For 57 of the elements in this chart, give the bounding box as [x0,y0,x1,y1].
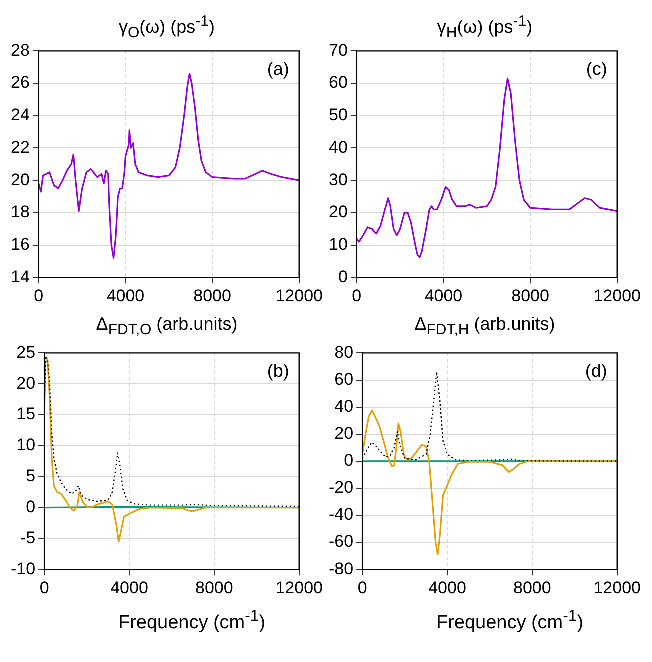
y-tick-label: 20 [334,424,354,444]
x-axis-title: Frequency (cm$^{-1}$) [435,608,585,634]
x-tick-label: 12000 [276,286,324,306]
chart-title: Δ$_{FDT,H}$ (arb.units) [414,313,556,340]
y-tick-label: 5 [26,466,36,486]
y-tick-label: 30 [328,170,348,190]
x-tick-label: 12000 [594,578,642,598]
x-tick-label: 8000 [196,578,234,598]
x-tick-label: 12000 [594,286,642,306]
chart-title: γ$_{H}$(ω) (ps$^{-1}$) [436,12,534,42]
y-tick-label: 0 [26,497,36,516]
y-tick-label: 28 [10,40,30,60]
y-tick-label: 0 [344,451,354,470]
y-tick-label: -60 [328,532,354,552]
y-tick-label: 40 [334,396,354,416]
x-tick-label: 12000 [276,578,324,598]
x-tick-label: 8000 [514,578,552,598]
y-tick-label: 40 [328,138,348,157]
y-tick-label: 25 [16,342,36,362]
y-tick-label: 22 [10,138,30,157]
y-tick-label: 24 [10,106,30,125]
chart-title: Δ$_{FDT,O}$ (arb.units) [95,313,239,340]
x-tick-label: 4000 [110,578,148,598]
y-tick-label: -80 [328,559,354,578]
y-tick-label: 60 [328,73,348,92]
y-tick-label: 14 [10,267,30,286]
y-tick-label: 80 [334,342,354,362]
y-tick-label: 50 [328,106,348,125]
x-tick-label: 0 [40,578,50,598]
annotation: (c) [586,59,608,80]
annotation: (a) [267,59,290,80]
y-tick-label: 16 [10,234,30,254]
y-tick-label: 20 [10,170,30,190]
y-tick-label: 15 [16,404,36,424]
chart-title: γ$_{O}$(ω) (ps$^{-1}$) [118,12,216,42]
y-tick-label: 70 [328,40,348,60]
annotation: (b) [267,361,290,382]
x-tick-label: 0 [358,578,368,598]
y-tick-label: 10 [328,234,348,254]
x-tick-label: 8000 [512,286,550,306]
y-tick-label: 10 [16,436,36,455]
y-tick-label: 26 [10,73,30,92]
x-tick-label: 4000 [106,286,145,306]
y-tick-label: -20 [328,478,354,498]
x-tick-label: 4000 [428,578,466,598]
y-tick-label: -5 [20,528,36,548]
y-tick-label: 18 [10,202,30,222]
y-tick-label: -40 [328,505,354,524]
x-axis-title: Frequency (cm$^{-1}$) [117,608,267,634]
x-tick-label: 4000 [424,286,463,306]
y-tick-label: 60 [334,370,354,389]
x-tick-label: 8000 [194,286,232,306]
annotation: (d) [585,361,608,382]
y-tick-label: 20 [328,202,348,222]
y-tick-label: -10 [10,559,36,578]
y-tick-label: 0 [338,267,348,286]
y-tick-label: 20 [16,374,36,393]
